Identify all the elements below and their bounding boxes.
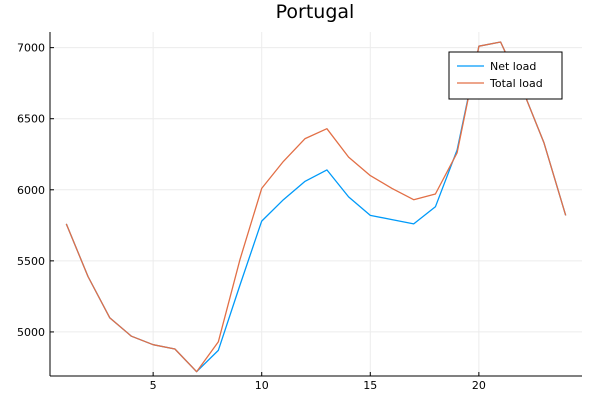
x-tick-label: 15: [363, 379, 377, 392]
legend-box: [448, 51, 563, 100]
legend-label-net-load: Net load: [490, 60, 536, 73]
series-lines: [65, 41, 567, 373]
legend-label-total-load: Total load: [489, 77, 543, 90]
y-tick-label: 7000: [17, 42, 45, 55]
y-tick-label: 5000: [17, 326, 45, 339]
chart-title: Portugal: [276, 1, 355, 23]
x-tick-label: 10: [255, 379, 269, 392]
y-tick-label: 6000: [17, 184, 45, 197]
y-tick-label: 6500: [17, 113, 45, 126]
legend: Net load Total load: [448, 51, 563, 100]
y-tick-label: 5500: [17, 255, 45, 268]
x-tick-label: 5: [150, 379, 157, 392]
axes: 5 10 15 20 5000 5500 6000 6500 7000: [17, 32, 582, 392]
grid: [50, 32, 582, 376]
x-tick-label: 20: [472, 379, 486, 392]
series-line-total-load: [65, 41, 567, 373]
